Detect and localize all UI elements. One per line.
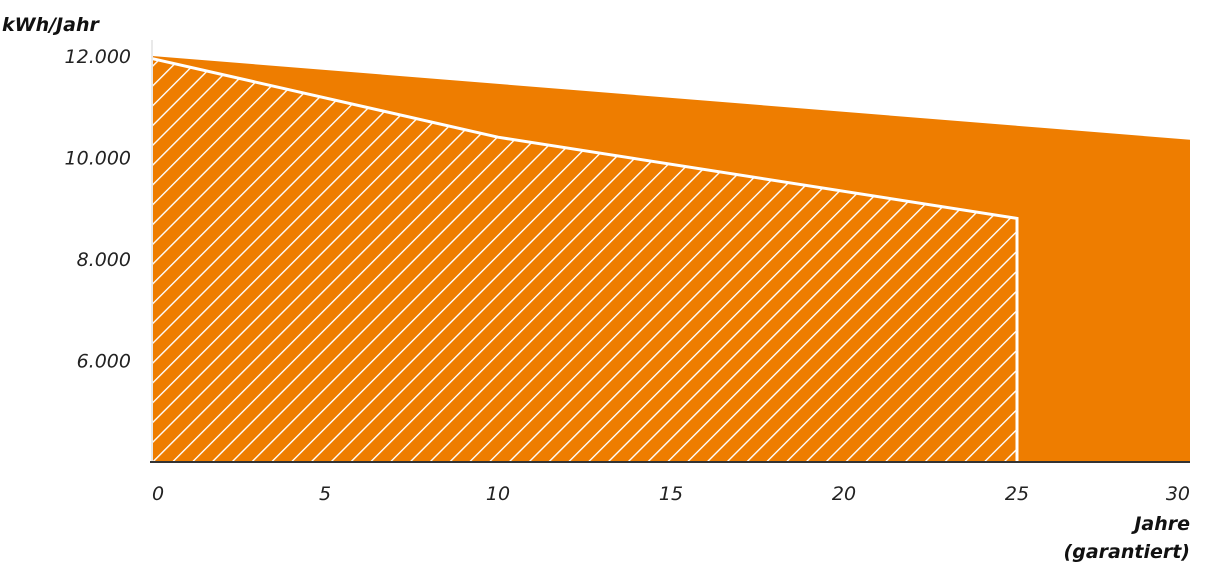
x-axis-label-sub: (garantiert) (1064, 541, 1190, 563)
x-tick-label: 25 (1005, 483, 1029, 505)
plot-area (151, 56, 1190, 462)
y-tick-label: 8.000 (77, 249, 131, 271)
x-axis-label: Jahre (1130, 513, 1190, 535)
y-tick-label: 6.000 (77, 351, 131, 373)
y-tick-label: 10.000 (65, 148, 131, 170)
y-axis-label: kWh/Jahr (2, 14, 100, 36)
x-tick-label: 0 (152, 483, 164, 505)
series-hatched-area (152, 58, 1017, 462)
x-tick-label: 30 (1166, 483, 1190, 505)
y-tick-labels: 12.000 10.000 8.000 6.000 (65, 46, 131, 373)
x-tick-label: 5 (319, 483, 331, 505)
x-tick-label: 10 (486, 483, 510, 505)
y-tick-label: 12.000 (65, 46, 131, 68)
x-tick-label: 20 (832, 483, 856, 505)
x-tick-labels: 0 5 10 15 20 25 30 (152, 483, 1190, 505)
x-tick-label: 15 (659, 483, 683, 505)
series-hatched-outline (151, 57, 1019, 462)
